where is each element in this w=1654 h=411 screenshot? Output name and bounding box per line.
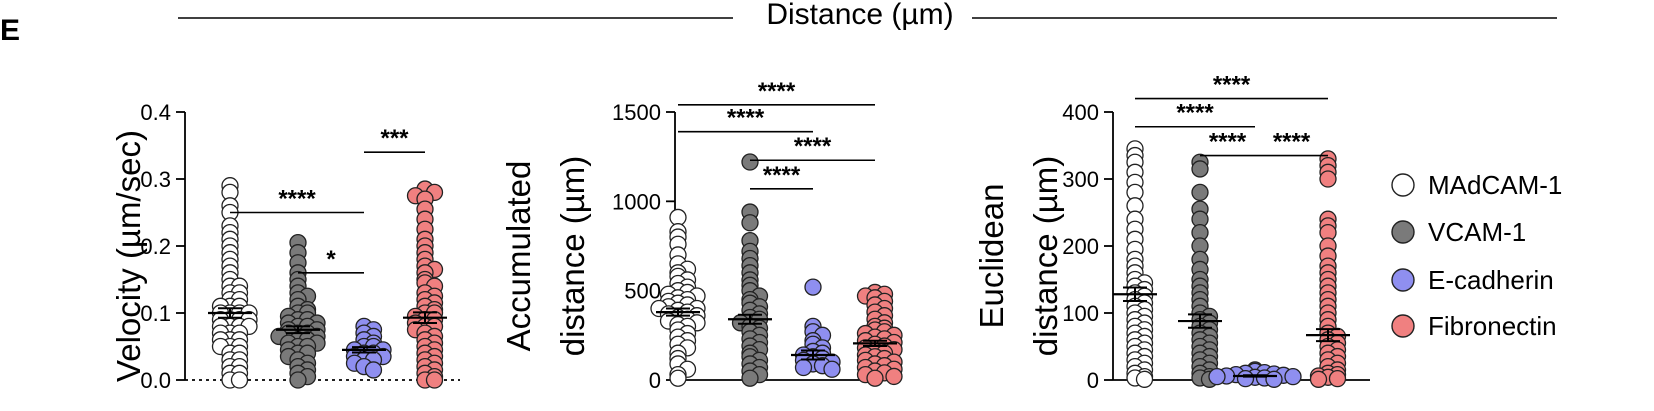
chart-panel-2: 0 500 1000 1500 Accumulated distance (µm) ****… xyxy=(500,78,903,393)
series-e-cadherin xyxy=(1208,361,1302,388)
y-tick-label: 0.1 xyxy=(140,301,171,326)
data-point xyxy=(364,361,383,379)
y-tick-label: 500 xyxy=(624,279,661,304)
data-point xyxy=(230,371,249,389)
panel-letter: E xyxy=(0,14,20,47)
series-vcam-1 xyxy=(728,153,772,387)
legend: MAdCAM-1 VCAM-1 E-cadherin Fibronectin xyxy=(1391,170,1562,341)
significance-label: **** xyxy=(758,78,796,105)
data-point xyxy=(289,371,307,389)
y-axis-title: Euclidean xyxy=(973,184,1010,329)
data-point xyxy=(1265,370,1283,388)
y-tick-label: 1000 xyxy=(612,189,661,214)
data-point xyxy=(669,208,687,227)
series-fibronectin xyxy=(403,180,447,389)
data-point xyxy=(885,367,903,386)
y-tick-label: 0 xyxy=(1087,368,1099,393)
data-point xyxy=(823,360,841,378)
y-tick-label: 0.4 xyxy=(140,100,171,125)
legend-item-vcam-1: VCAM-1 xyxy=(1391,217,1526,247)
data-point xyxy=(794,358,813,377)
header-title: Distance (µm) xyxy=(766,0,953,31)
series-vcam-1 xyxy=(270,233,326,389)
significance-label: **** xyxy=(1213,72,1251,99)
significance-label: *** xyxy=(380,125,409,152)
significance-label: **** xyxy=(794,133,832,160)
data-point xyxy=(1319,170,1337,188)
legend-label: VCAM-1 xyxy=(1428,217,1526,247)
legend-label: Fibronectin xyxy=(1428,311,1557,341)
series-fibronectin xyxy=(853,283,903,387)
significance-label: **** xyxy=(1209,129,1247,156)
data-point xyxy=(741,214,759,232)
data-point xyxy=(1236,370,1255,388)
data-point xyxy=(1191,160,1209,178)
y-tick-label: 0.2 xyxy=(140,234,171,259)
y-tick-label: 300 xyxy=(1062,167,1099,192)
legend-label: E-cadherin xyxy=(1428,265,1554,295)
legend-item-madcam-1: MAdCAM-1 xyxy=(1391,170,1562,200)
series-madcam-1 xyxy=(650,208,706,387)
legend-label: MAdCAM-1 xyxy=(1428,170,1562,200)
y-tick-label: 1500 xyxy=(612,100,661,125)
y-axis-title: distance (µm) xyxy=(1027,156,1064,357)
y-tick-label: 100 xyxy=(1062,301,1099,326)
data-point xyxy=(804,278,822,296)
data-point xyxy=(669,369,687,387)
series-fibronectin xyxy=(1306,150,1350,388)
data-point xyxy=(1328,370,1347,388)
data-point xyxy=(741,153,759,171)
y-tick-label: 400 xyxy=(1062,100,1099,125)
series-e-cadherin xyxy=(791,278,841,378)
y-tick-label: 0.3 xyxy=(140,167,171,192)
significance-label: **** xyxy=(727,105,765,132)
data-point xyxy=(741,369,759,387)
y-axis-title: Velocity (µm/sec) xyxy=(110,130,147,382)
significance-label: **** xyxy=(1176,100,1214,127)
y-tick-label: 0.0 xyxy=(140,368,171,393)
data-point xyxy=(1208,367,1226,386)
data-point xyxy=(425,371,444,389)
series-madcam-1 xyxy=(1113,140,1157,388)
y-tick-label: 200 xyxy=(1062,234,1099,259)
series-e-cadherin xyxy=(342,317,392,379)
legend-item-fibronectin: Fibronectin xyxy=(1391,311,1557,341)
data-point xyxy=(1191,183,1209,202)
y-tick-label: 0 xyxy=(649,368,661,393)
significance-label: **** xyxy=(763,162,801,189)
data-point xyxy=(1309,370,1328,388)
y-axis-title: distance (µm) xyxy=(554,156,591,357)
data-point xyxy=(866,369,884,387)
data-point xyxy=(1135,370,1154,388)
legend-swatch xyxy=(1391,314,1415,338)
y-axis-title: Accumulated xyxy=(500,161,537,352)
significance-label: * xyxy=(326,246,336,273)
series-vcam-1 xyxy=(1178,153,1222,388)
legend-swatch xyxy=(1391,173,1415,197)
legend-swatch xyxy=(1391,220,1415,244)
significance-label: **** xyxy=(1273,129,1311,156)
significance-label: **** xyxy=(278,186,316,213)
legend-item-e-cadherin: E-cadherin xyxy=(1391,265,1554,295)
data-point xyxy=(1284,367,1302,386)
legend-swatch xyxy=(1391,268,1415,292)
series-madcam-1 xyxy=(208,177,258,389)
